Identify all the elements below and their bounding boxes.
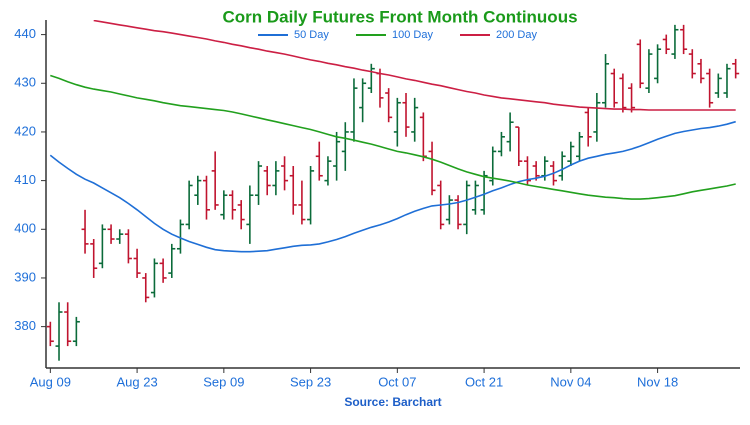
x-tick-label: Nov 04 [550, 374, 591, 389]
x-tick-label: Oct 07 [378, 374, 416, 389]
legend-label: 100 Day [392, 29, 433, 41]
x-tick-label: Aug 09 [30, 374, 71, 389]
source-note: Source: Barchart [344, 395, 441, 409]
y-tick-label: 400 [14, 221, 36, 236]
y-tick-label: 390 [14, 269, 36, 284]
y-tick-label: 380 [14, 318, 36, 333]
x-tick-label: Sep 09 [203, 374, 244, 389]
x-tick-label: Nov 18 [637, 374, 678, 389]
plot-area [46, 20, 740, 361]
x-tick-label: Aug 23 [116, 374, 157, 389]
ma-line [50, 74, 736, 200]
y-tick-label: 420 [14, 123, 36, 138]
y-tick-label: 430 [14, 75, 36, 90]
y-tick-label: 410 [14, 172, 36, 187]
x-tick-label: Oct 21 [465, 374, 503, 389]
legend-label: 50 Day [294, 29, 329, 41]
ma-line [93, 20, 736, 111]
x-tick-label: Sep 23 [290, 374, 331, 389]
legend-label: 200 Day [496, 29, 537, 41]
ma-line [49, 120, 736, 253]
chart-title: Corn Daily Futures Front Month Continuou… [222, 7, 577, 26]
y-tick-label: 440 [14, 26, 36, 41]
